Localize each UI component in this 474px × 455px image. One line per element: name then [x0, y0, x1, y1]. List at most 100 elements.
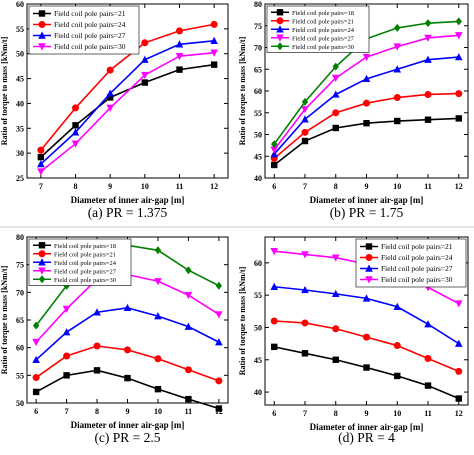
- data-point: [301, 137, 309, 145]
- y-tick-label: 65: [16, 316, 24, 325]
- data-point: [154, 355, 162, 363]
- series-line: [40, 51, 215, 173]
- data-point: [455, 395, 462, 402]
- series-3: [32, 303, 223, 364]
- data-point: [424, 34, 432, 42]
- y-tick-label: 60: [254, 259, 262, 268]
- series-1: [271, 343, 462, 402]
- y-tick-label: 30: [16, 149, 24, 158]
- x-tick-label: 12: [455, 409, 463, 418]
- legend: Field coil pole pairs=18 Field coil pole …: [28, 238, 132, 286]
- chart-panel-2: 6 7 8 9 10 11 12 40 45 50 55 60 65 70 75 80 Diameter of …: [238, 0, 469, 220]
- y-axis-label: Ratio of torque to mass [kNm/t]: [0, 265, 9, 374]
- data-point: [184, 366, 192, 374]
- data-point: [424, 90, 432, 98]
- data-point: [331, 74, 340, 82]
- y-tick-label: 80: [16, 233, 24, 242]
- y-axis-label: Ratio of torque to mass [kNm/t]: [238, 266, 247, 375]
- legend-marker: [38, 275, 46, 284]
- data-point: [62, 328, 71, 336]
- panel-caption: (d) PR = 4: [338, 430, 395, 445]
- data-point: [332, 62, 339, 71]
- data-point: [210, 49, 218, 57]
- data-point: [72, 122, 79, 129]
- data-point: [424, 354, 432, 362]
- data-point: [71, 128, 80, 136]
- data-point: [270, 248, 279, 256]
- series-1: [271, 115, 462, 169]
- legend-label: Field coil pole pairs=18: [54, 243, 116, 250]
- x-tick-label: 11: [185, 407, 193, 416]
- data-point: [72, 104, 80, 112]
- y-tick-label: 55: [16, 371, 24, 380]
- y-tick-label: 40: [16, 99, 24, 108]
- y-tick-label: 75: [254, 22, 262, 31]
- y-tick-label: 40: [254, 174, 262, 183]
- y-tick-label: 80: [254, 0, 262, 9]
- legend-label: Field coil pole pairs=21: [292, 18, 354, 25]
- legend-marker: [276, 42, 284, 51]
- y-tick-label: 65: [254, 65, 262, 74]
- x-tick-label: 9: [365, 409, 369, 418]
- x-tick-label: 8: [334, 409, 338, 418]
- data-point: [455, 115, 462, 122]
- legend-label: Field coil pole pairs=27: [54, 268, 117, 275]
- data-point: [71, 140, 80, 148]
- data-point: [93, 342, 101, 350]
- data-point: [424, 116, 432, 123]
- chart-panel-3: 678910111250556065707580Diameter of inne…: [0, 233, 229, 445]
- data-point: [363, 333, 370, 341]
- x-tick-label: 9: [126, 407, 130, 416]
- legend-marker: [365, 243, 373, 250]
- data-point: [271, 140, 278, 149]
- legend-marker: [38, 43, 46, 51]
- data-point: [185, 395, 192, 403]
- data-point: [215, 281, 223, 290]
- legend-marker: [38, 10, 46, 17]
- x-tick-label: 6: [272, 409, 276, 418]
- data-point: [37, 146, 45, 154]
- plot-frame: [26, 3, 229, 179]
- x-tick-label: 10: [393, 182, 401, 191]
- y-tick-label: 55: [254, 109, 262, 118]
- legend-marker: [276, 17, 284, 25]
- series-2: [270, 317, 463, 375]
- data-point: [32, 338, 40, 347]
- x-tick-label: 6: [34, 407, 38, 416]
- data-point: [124, 374, 131, 382]
- series-line: [40, 39, 215, 165]
- data-point: [32, 355, 40, 364]
- panel-caption: (a) PR = 1.375: [88, 205, 168, 220]
- data-point: [363, 119, 370, 127]
- x-tick-label: 8: [95, 407, 99, 416]
- data-point: [362, 294, 371, 302]
- data-point: [393, 94, 401, 102]
- panel-caption: (c) PR = 2.5: [94, 430, 160, 445]
- data-point: [154, 246, 162, 255]
- legend-label: Field coil pole pairs=24: [381, 253, 453, 262]
- data-point: [215, 377, 223, 385]
- legend-label: Field coil pole pairs=24: [54, 260, 117, 267]
- data-point: [301, 285, 309, 294]
- legend-marker: [38, 267, 46, 275]
- data-point: [363, 99, 370, 107]
- legend: Field coil pole pairs=21 Field coil pole …: [28, 5, 140, 55]
- data-point: [331, 254, 340, 262]
- x-tick-label: 7: [39, 182, 43, 191]
- x-axis-label: Diameter of inner air-gap [m]: [71, 195, 185, 205]
- data-point: [271, 161, 278, 169]
- data-point: [394, 23, 401, 32]
- legend-marker: [38, 258, 46, 266]
- x-tick-label: 11: [424, 409, 432, 418]
- data-point: [362, 74, 371, 83]
- data-point: [455, 367, 463, 375]
- data-point: [215, 338, 223, 346]
- data-point: [106, 89, 114, 97]
- data-point: [175, 40, 184, 48]
- data-point: [455, 90, 463, 98]
- series-line: [274, 320, 460, 373]
- y-tick-label: 35: [16, 124, 24, 133]
- x-axis-label: Diameter of inner air-gap [m]: [310, 195, 424, 205]
